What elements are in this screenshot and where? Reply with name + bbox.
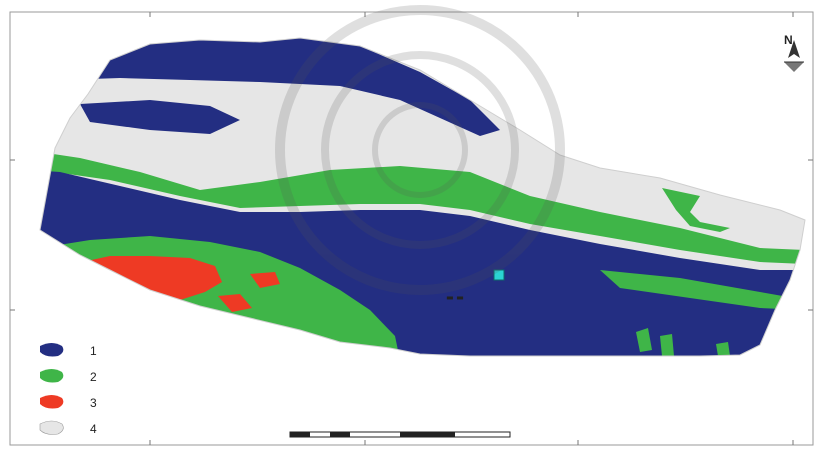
legend-swatch-icon xyxy=(40,369,64,383)
class1-north-lens xyxy=(80,100,240,134)
class3-patch-b xyxy=(218,294,252,312)
class2-patch-b xyxy=(660,334,674,356)
scale-bar xyxy=(289,431,511,438)
site-label-blur: ▬ ▬ xyxy=(446,293,464,302)
class2-patch-c xyxy=(716,342,730,356)
class2-patch-a xyxy=(636,328,652,352)
north-arrow-icon xyxy=(784,40,804,72)
site-marker-icon xyxy=(493,269,505,281)
class1-middle-band xyxy=(40,168,805,356)
watermark-icon xyxy=(275,5,565,295)
north-arrow-letter: N xyxy=(784,33,793,47)
top-ticks xyxy=(10,12,813,445)
legend-label-4: 4 xyxy=(90,422,97,436)
legend-label-3: 3 xyxy=(90,396,97,410)
legend-swatch-icon xyxy=(40,395,64,409)
legend-swatch-icon xyxy=(39,420,64,435)
class2-east-strip xyxy=(600,270,805,310)
class3-main-zone xyxy=(82,256,222,302)
legend-label-2: 2 xyxy=(90,370,97,384)
legend-label-1: 1 xyxy=(90,344,97,358)
class2-ne-patch xyxy=(662,188,730,232)
legend-swatch-icon xyxy=(40,343,64,357)
class3-patch-a xyxy=(250,272,280,288)
class2-upper-band xyxy=(40,152,805,264)
class1-north-band xyxy=(40,38,500,136)
area-outline xyxy=(39,37,806,357)
legend xyxy=(39,343,64,435)
